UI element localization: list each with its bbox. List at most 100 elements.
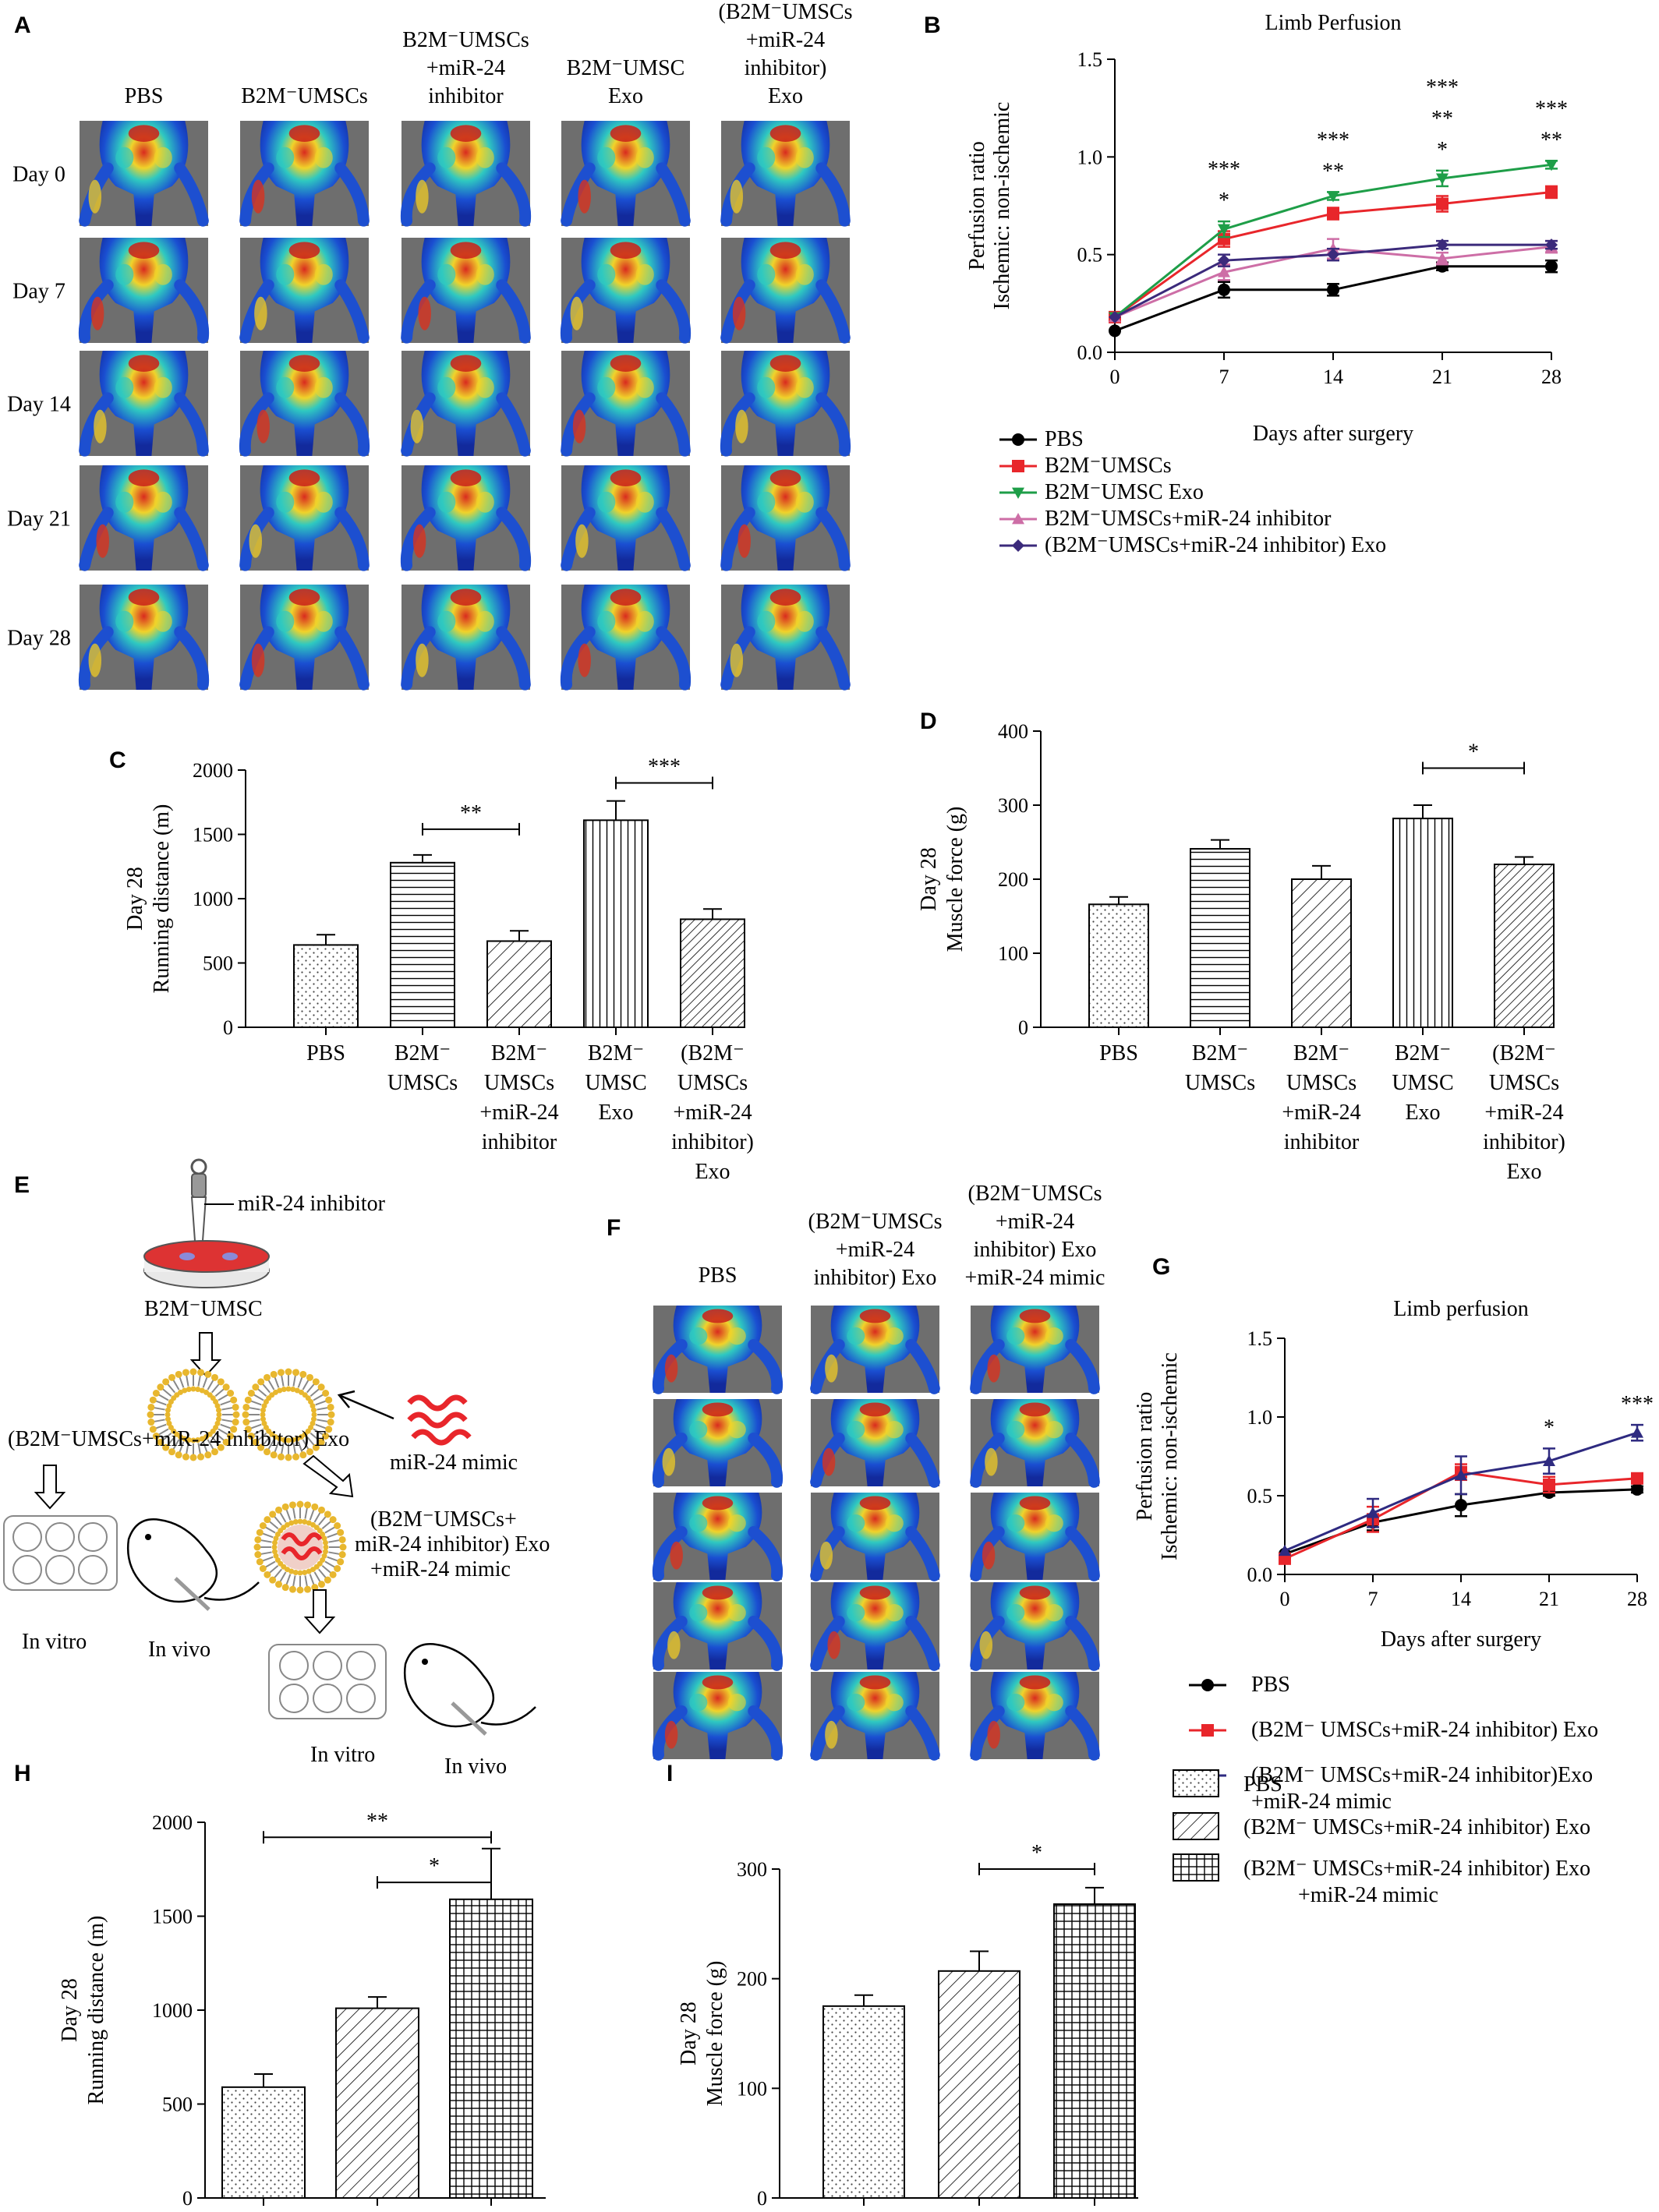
y-tick-label: 1000: [193, 888, 233, 910]
body-perfusion: [741, 351, 830, 456]
data-point: [1201, 1724, 1214, 1737]
perfusion-image: [970, 1582, 1100, 1671]
lipid-head: [217, 1378, 225, 1386]
lipid-head: [257, 1443, 265, 1451]
lipid-head: [285, 1454, 292, 1461]
combo-label-1: (B2M⁻UMSCs+: [370, 1507, 517, 1532]
body-perfusion: [830, 1672, 920, 1759]
body-perfusion: [421, 121, 511, 226]
mid-spot: [1006, 1514, 1025, 1532]
lipid-head: [149, 1426, 157, 1433]
right-limb: [174, 162, 209, 227]
mid-spot: [689, 1604, 708, 1622]
lipid-head: [285, 1521, 290, 1528]
lipid-head: [222, 1438, 230, 1446]
mid-spot: [154, 147, 172, 168]
lipid-head: [327, 1403, 334, 1411]
significance-label: *: [1219, 189, 1229, 213]
invivo-label-2: In vivo: [444, 1754, 507, 1779]
lipid-head: [263, 1425, 269, 1430]
limb-hot-spot: [251, 643, 265, 677]
bar: [486, 940, 552, 1028]
lipid-head: [290, 1387, 296, 1393]
limb-hot-spot: [664, 1720, 678, 1749]
lipid-head: [252, 1383, 260, 1391]
x-tick-label: B2M⁻: [1192, 1041, 1248, 1065]
x-tick-label: PBS: [1099, 1041, 1138, 1065]
perfusion-image: [970, 1493, 1100, 1581]
lipid-head: [227, 1390, 235, 1397]
lipid-head: [304, 1501, 312, 1509]
hot-spot: [859, 1496, 891, 1511]
mid-spot: [476, 491, 494, 513]
legend-label: PBS: [1045, 427, 1084, 451]
mid-spot: [1045, 1514, 1063, 1532]
column-header: Exo: [768, 84, 803, 108]
panel-letter-a: A: [14, 12, 31, 38]
lipid-head: [338, 1535, 346, 1543]
mid-spot: [314, 147, 333, 168]
panel-letter-f: F: [607, 1215, 621, 1241]
limb-hot-spot: [90, 296, 104, 330]
lipid-head: [323, 1544, 329, 1550]
lipid-head: [277, 1436, 283, 1442]
right-limb: [174, 392, 209, 457]
data-point: [1543, 1478, 1555, 1491]
lipid-head: [285, 1368, 292, 1376]
chart-b-limb-perfusion: Limb Perfusion 0.0 0.5 1.0 1.5 0 7 14 21 28 Days a…: [965, 11, 1568, 557]
x-tick-label: (B2M⁻: [1492, 1041, 1556, 1065]
mid-spot: [757, 263, 776, 285]
mid-spot: [885, 1514, 904, 1532]
mid-spot: [795, 491, 814, 513]
right-limb: [815, 279, 851, 344]
column-header: inhibitor: [428, 84, 504, 108]
mid-spot: [1006, 1327, 1025, 1345]
hot-spot: [769, 469, 801, 486]
mid-spot: [757, 147, 776, 168]
hot-spot: [702, 1675, 734, 1690]
lipid-head: [273, 1535, 279, 1542]
mid-spot: [437, 610, 456, 632]
lipid-head: [264, 1516, 271, 1524]
body-perfusion: [741, 585, 830, 690]
hot-spot: [702, 1309, 734, 1323]
lipid-head: [232, 1419, 239, 1426]
mid-spot: [635, 610, 654, 632]
panel-e-schematic: miR-24 inhibitor B2M⁻UMSC (B2M⁻UMSCs+miR…: [3, 1158, 550, 1779]
mid-spot: [115, 263, 134, 285]
lipid-head: [204, 1370, 212, 1378]
y-tick-label: 1500: [193, 824, 233, 846]
mid-spot: [885, 1421, 904, 1439]
x-tick-label: inhibitor: [1284, 1130, 1360, 1154]
hot-spot: [610, 355, 642, 373]
left-limb: [239, 279, 274, 344]
mimic-strand-icon: [407, 1394, 472, 1446]
mid-spot: [597, 376, 616, 398]
panel-letter-g: G: [1152, 1254, 1170, 1280]
lipid-head: [302, 1519, 308, 1525]
limb-hot-spot: [730, 643, 744, 677]
lipid-head: [157, 1438, 164, 1446]
lipid-head: [186, 1387, 192, 1393]
lipid-head: [269, 1511, 277, 1518]
lipid-head: [182, 1453, 189, 1461]
limb-hot-spot: [251, 179, 265, 214]
perfusion-image: [652, 1582, 784, 1671]
right-limb: [1065, 1432, 1100, 1488]
hot-spot: [128, 588, 160, 606]
significance-label: ***: [1426, 76, 1459, 100]
left-limb: [720, 507, 755, 571]
mid-spot: [689, 1694, 708, 1712]
right-limb: [1065, 1525, 1100, 1581]
left-limb: [239, 392, 274, 457]
left-limb: [79, 392, 114, 457]
lipid-head: [147, 1419, 155, 1426]
limb-hot-spot: [570, 296, 584, 330]
lipid-head: [162, 1443, 170, 1451]
mid-spot: [314, 491, 333, 513]
legend-label: B2M⁻UMSC Exo: [1045, 480, 1204, 504]
data-point: [1436, 239, 1449, 252]
body-perfusion: [260, 238, 349, 343]
hot-spot: [859, 1402, 891, 1417]
hot-spot: [128, 125, 160, 142]
